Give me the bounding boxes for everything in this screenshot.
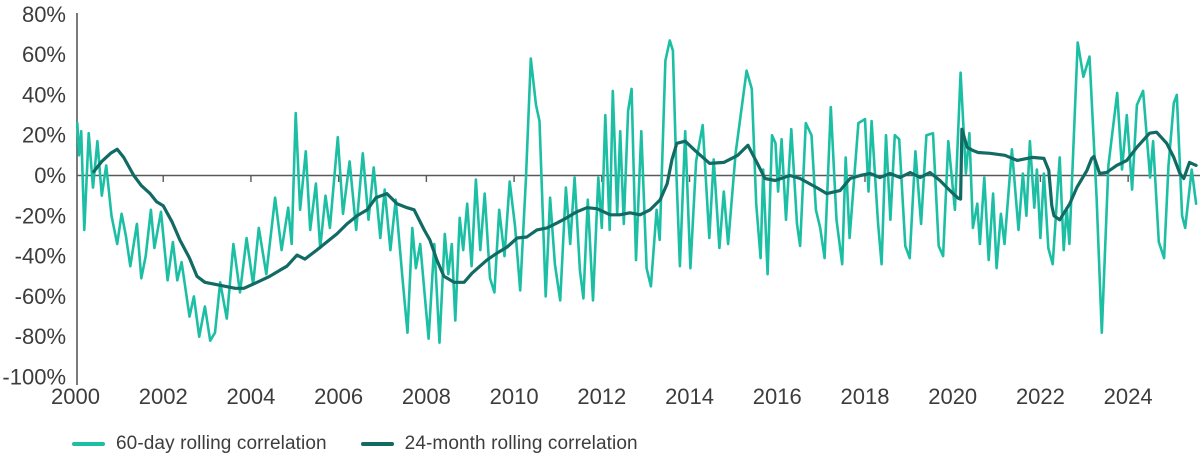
y-tick-label: 0% [34, 163, 66, 188]
legend-item-60day: 60-day rolling correlation [72, 433, 327, 455]
x-tick-label: 2022 [1016, 384, 1065, 409]
y-tick-label: -20% [15, 203, 66, 228]
y-tick-label: -60% [15, 284, 66, 309]
x-tick-label: 2024 [1104, 384, 1153, 409]
x-tick-label: 2016 [753, 384, 802, 409]
x-tick-label: 2004 [226, 384, 275, 409]
legend-swatch-60day-icon [72, 442, 105, 446]
x-tick-label: 2018 [841, 384, 890, 409]
y-tick-label: -80% [15, 324, 66, 349]
legend-swatch-24month-icon [360, 442, 394, 446]
y-tick-label: 20% [22, 123, 66, 148]
x-tick-label: 2010 [490, 384, 539, 409]
x-tick-label: 2002 [139, 384, 188, 409]
y-tick-label: 60% [22, 42, 66, 67]
x-tick-label: 2014 [665, 384, 714, 409]
x-tick-label: 2000 [51, 384, 100, 409]
series-line-24month [92, 127, 1198, 290]
series-lines [76, 39, 1198, 345]
y-tick-label: 40% [22, 82, 66, 107]
legend-item-24month: 24-month rolling correlation [360, 433, 638, 455]
y-axis-labels: 80% 60% 40% 20% 0% -20% -40% -60% -80% -100% [2, 2, 66, 390]
x-tick-label: 2020 [928, 384, 977, 409]
y-tick-label: -40% [15, 244, 66, 269]
y-tick-label: -100% [2, 365, 66, 390]
x-tick-label: 2006 [314, 384, 363, 409]
legend: 60-day rolling correlation 24-month roll… [72, 433, 638, 455]
legend-label-60day: 60-day rolling correlation [116, 433, 327, 454]
series-line-60day [76, 39, 1198, 345]
x-axis-labels: 2000 2002 2004 2006 2008 2010 2012 2014 2016 2018… [51, 384, 1153, 409]
x-tick-label: 2008 [402, 384, 451, 409]
x-tick-label: 2012 [577, 384, 626, 409]
y-tick-label: 80% [22, 2, 66, 27]
legend-label-24month: 24-month rolling correlation [404, 433, 638, 454]
